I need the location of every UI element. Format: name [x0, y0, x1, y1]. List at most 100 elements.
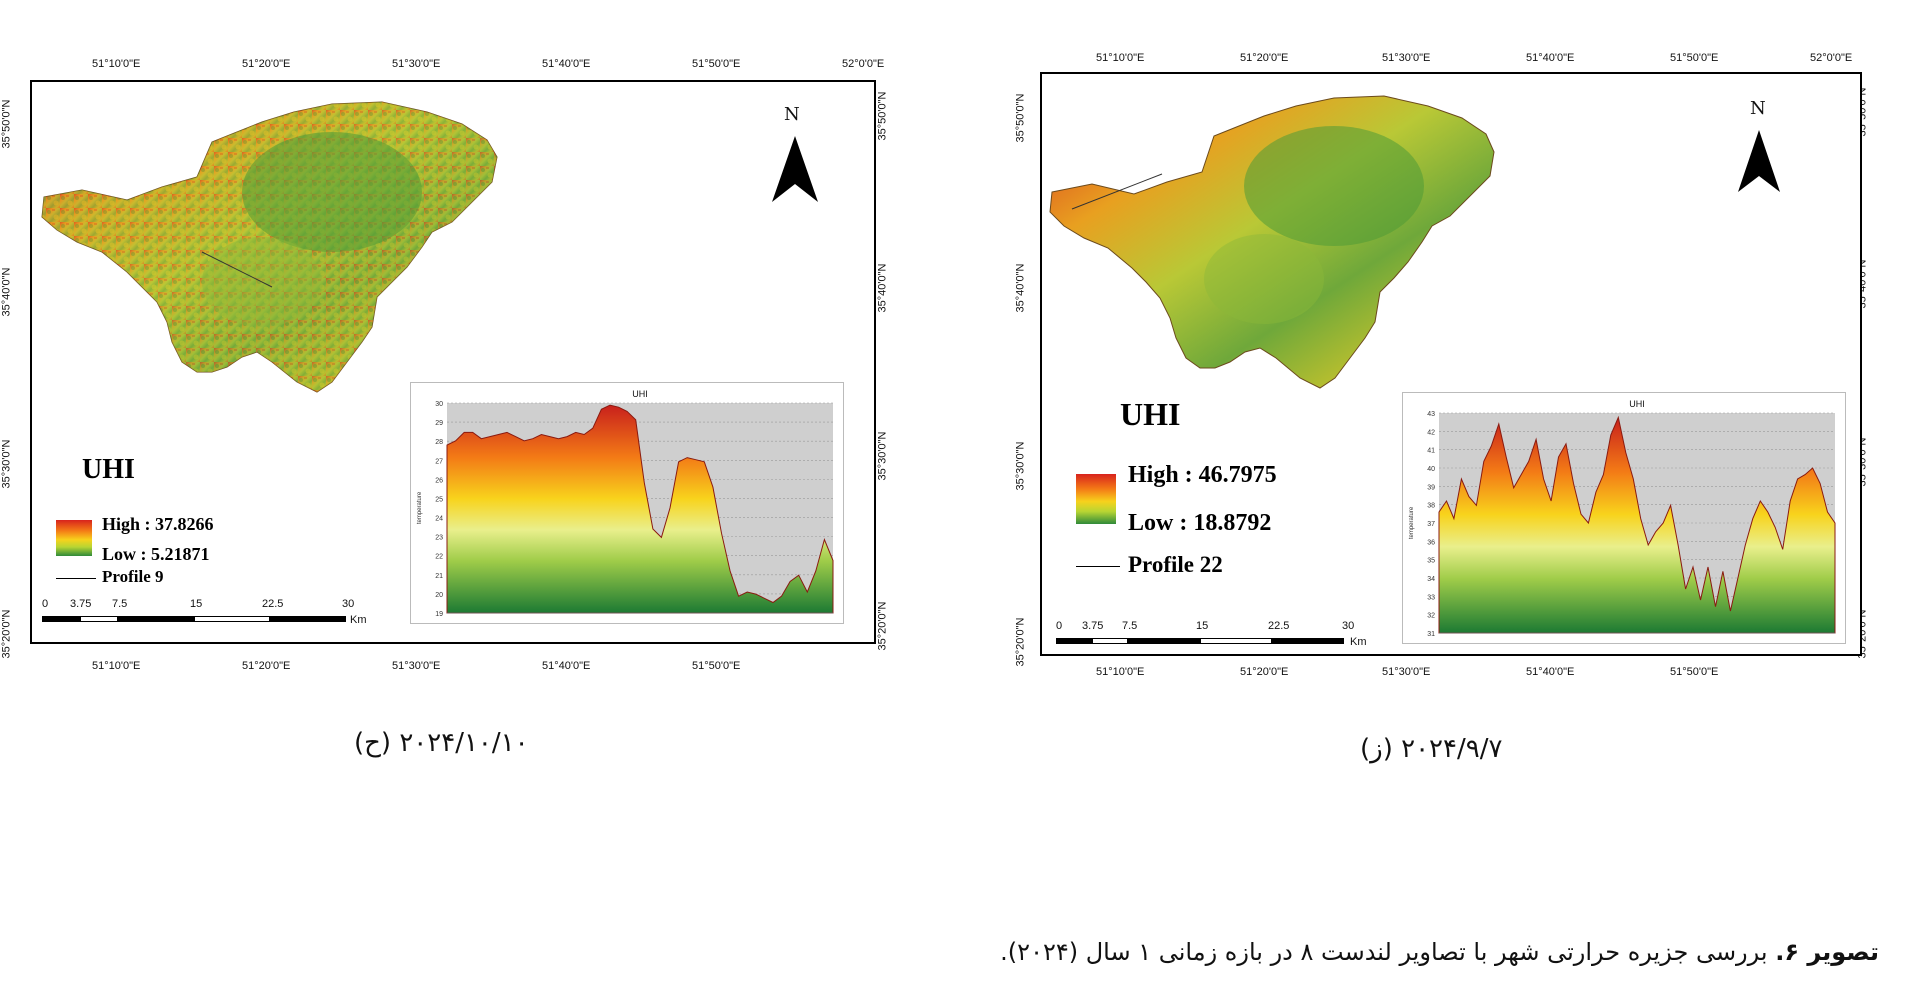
- right-tick: 35°50'0"N: [876, 91, 889, 141]
- bottom-tick: 51°50'0"E: [1670, 666, 1719, 678]
- profile-ytick: 37: [1427, 521, 1435, 528]
- profile-ytick: 34: [1427, 576, 1435, 583]
- scale-unit: Km: [350, 614, 367, 626]
- profile-ytick: 31: [1427, 631, 1435, 638]
- profile-ytick: 43: [1427, 411, 1435, 418]
- left-tick: 35°40'0"N: [1014, 263, 1027, 313]
- profile-area: [446, 404, 834, 614]
- scale-unit: Km: [1350, 636, 1367, 648]
- profile-ytick: 21: [435, 573, 443, 580]
- profile-ytick: 22: [435, 554, 443, 561]
- scale-label: 22.5: [1268, 620, 1290, 632]
- right-tick: 35°40'0"N: [876, 263, 889, 313]
- legend-profile-line: [56, 578, 96, 579]
- scale-label: 30: [342, 598, 355, 610]
- top-tick: 51°40'0"E: [1526, 52, 1575, 64]
- profile-ytick: 26: [435, 477, 443, 484]
- map-frame: N UHI High : 46.7975 Low : 18.8792 Profi…: [1040, 72, 1862, 656]
- bottom-tick: 51°10'0"E: [92, 660, 141, 672]
- legend-profile: Profile 22: [1128, 552, 1223, 577]
- profile-ytick: 40: [1427, 466, 1435, 473]
- scale-label: 0: [1056, 620, 1063, 632]
- uhi-map-raster: [1049, 95, 1495, 389]
- left-tick: 35°30'0"N: [1014, 441, 1027, 491]
- bottom-tick: 51°20'0"E: [242, 660, 291, 672]
- profile-ytick: 30: [435, 401, 443, 408]
- top-tick: 51°20'0"E: [242, 58, 291, 70]
- north-label: N: [784, 104, 800, 125]
- profile-ylabel: temperature: [417, 491, 423, 524]
- profile-title: UHI: [1629, 399, 1645, 409]
- left-date-caption: ۲۰۲۴/۱۰/۱۰ (ح): [354, 728, 529, 758]
- top-tick: 51°30'0"E: [1382, 52, 1431, 64]
- profile-ylabel: temperature: [1409, 506, 1415, 539]
- uhi-map-raster: [41, 101, 498, 393]
- bottom-tick: 51°30'0"E: [1382, 666, 1431, 678]
- profile-chart: 30 29 28 27 26 25 24 23 22 21 20 19 UHI temperature: [417, 389, 834, 618]
- top-tick: 51°10'0"E: [1096, 52, 1145, 64]
- scale-label: 0: [42, 598, 49, 610]
- bottom-tick: 51°30'0"E: [392, 660, 441, 672]
- figure-text: بررسی جزیره حرارتی شهر با تصاویر لندست ۸…: [1000, 938, 1768, 966]
- profile-area: [1438, 415, 1836, 634]
- left-tick: 35°50'0"N: [1014, 93, 1027, 143]
- profile-ytick: 32: [1427, 613, 1435, 620]
- map-title: UHI: [1120, 396, 1181, 432]
- north-arrow-icon: [1738, 130, 1780, 192]
- profile-ytick: 27: [435, 458, 443, 465]
- top-tick: 51°50'0"E: [1670, 52, 1719, 64]
- profile-ytick: 33: [1427, 594, 1435, 601]
- legend-profile: Profile 9: [102, 567, 164, 586]
- legend-low: Low : 18.8792: [1128, 510, 1272, 536]
- legend-low: Low : 5.21871: [102, 544, 210, 564]
- top-tick: 52°0'0"E: [842, 58, 885, 70]
- profile-ytick: 39: [1427, 484, 1435, 491]
- legend-color-ramp: [1076, 474, 1116, 524]
- profile-ytick: 24: [435, 516, 443, 523]
- top-tick: 51°20'0"E: [1240, 52, 1289, 64]
- scale-label: 22.5: [262, 598, 284, 610]
- left-map-panel: 51°10'0"E 51°20'0"E 51°30'0"E 51°40'0"E …: [0, 0, 900, 680]
- profile-ytick: 25: [435, 496, 443, 503]
- profile-chart: 43 42 41 40 39 38 37 36 35 34 33 32 31 UHI temperature: [1409, 399, 1836, 638]
- left-tick: 35°50'0"N: [0, 99, 13, 149]
- left-tick: 35°20'0"N: [1014, 617, 1027, 667]
- left-tick: 35°40'0"N: [0, 267, 13, 317]
- legend-profile-line: [1076, 566, 1120, 567]
- profile-ytick: 23: [435, 535, 443, 542]
- scale-label: 7.5: [112, 598, 128, 610]
- profile-inset: 30 29 28 27 26 25 24 23 22 21 20 19 UHI temperature: [410, 382, 844, 624]
- top-tick: 51°50'0"E: [692, 58, 741, 70]
- scale-label: 3.75: [70, 598, 92, 610]
- bottom-tick: 51°40'0"E: [1526, 666, 1575, 678]
- profile-title: UHI: [632, 389, 648, 399]
- profile-line: [201, 251, 273, 288]
- bottom-tick: 51°20'0"E: [1240, 666, 1289, 678]
- bottom-tick: 51°50'0"E: [692, 660, 741, 672]
- legend-high: High : 46.7975: [1128, 462, 1277, 488]
- profile-ytick: 36: [1427, 539, 1435, 546]
- bottom-tick: 51°40'0"E: [542, 660, 591, 672]
- profile-ytick: 28: [435, 439, 443, 446]
- top-tick: 51°40'0"E: [542, 58, 591, 70]
- scale-label: 30: [1342, 620, 1355, 632]
- scale-label: 15: [1196, 620, 1209, 632]
- profile-ytick: 42: [1427, 429, 1435, 436]
- scale-label: 7.5: [1122, 620, 1138, 632]
- top-tick: 51°30'0"E: [392, 58, 441, 70]
- right-map-panel: 51°10'0"E 51°20'0"E 51°30'0"E 51°40'0"E …: [1010, 0, 1909, 690]
- top-tick: 51°10'0"E: [92, 58, 141, 70]
- profile-inset: 43 42 41 40 39 38 37 36 35 34 33 32 31 UHI temperature: [1402, 392, 1846, 644]
- figure-caption: تصویر ۶. بررسی جزیره حرارتی شهر با تصاوی…: [1000, 938, 1879, 966]
- north-label: N: [1750, 98, 1766, 119]
- north-arrow-icon: [772, 136, 818, 202]
- left-tick: 35°20'0"N: [0, 609, 13, 659]
- scale-label: 3.75: [1082, 620, 1104, 632]
- profile-ytick: 41: [1427, 448, 1435, 455]
- bottom-tick: 51°10'0"E: [1096, 666, 1145, 678]
- profile-ytick: 19: [435, 611, 443, 618]
- left-tick: 35°30'0"N: [0, 439, 13, 489]
- scale-bar: 0 3.75 7.5 15 22.5 30 Km: [1056, 620, 1367, 654]
- legend-color-ramp: [56, 520, 92, 556]
- scale-label: 15: [190, 598, 203, 610]
